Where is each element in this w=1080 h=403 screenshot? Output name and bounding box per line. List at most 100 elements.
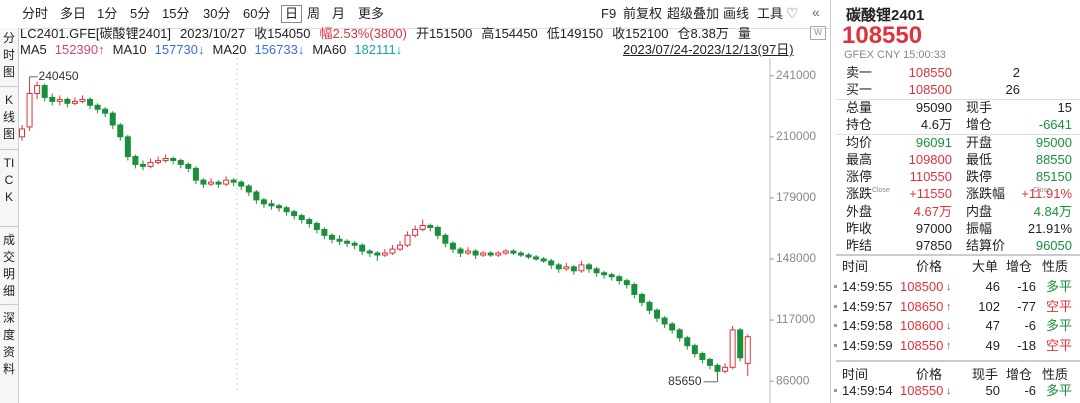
info-field: 低149150: [546, 26, 604, 41]
tool-button[interactable]: F9: [601, 6, 617, 21]
candle-body: [147, 161, 154, 167]
table-header: 增仓: [1006, 367, 1033, 382]
tab-separator: [0, 226, 18, 227]
candle-body: [283, 207, 290, 213]
side-tab[interactable]: TICK: [3, 156, 15, 204]
quote-name: 碳酸锂2401: [846, 7, 925, 24]
candle-body: [155, 159, 162, 163]
trade-type: 多平: [1046, 383, 1073, 398]
tab-separator: [0, 149, 18, 150]
trade-arrow: ↓: [946, 385, 952, 397]
candle-body: [661, 317, 668, 325]
quote-value: 97850: [915, 238, 952, 253]
quote-label: 内盘: [966, 204, 993, 219]
tool-button[interactable]: 前复权: [623, 6, 663, 21]
side-tab[interactable]: 深度资料: [2, 311, 15, 376]
side-tab[interactable]: 分时图: [2, 31, 15, 79]
table-header: 价格: [916, 259, 943, 274]
candle-body: [321, 228, 328, 236]
quote-sub: GFEX CNY 15:00:33: [844, 49, 946, 61]
toolbar: [0, 0, 830, 29]
candle-body: [94, 104, 101, 110]
candle-body: [79, 98, 86, 102]
candle-body: [691, 345, 698, 355]
period-tab[interactable]: 5分: [130, 6, 151, 21]
candle-body: [638, 293, 645, 303]
table-header: 增仓: [1006, 259, 1033, 274]
quote-label: 均价: [846, 135, 873, 150]
candle-body: [313, 223, 320, 230]
quote-volume: 2: [1012, 65, 1020, 80]
period-tab[interactable]: 30分: [203, 6, 231, 21]
tool-button[interactable]: 超级叠加: [667, 6, 720, 21]
quote-value: 4.84万: [1033, 204, 1072, 219]
trade-volume: 47: [985, 318, 1000, 333]
period-tab[interactable]: 多日: [60, 6, 87, 21]
candle-body: [374, 252, 381, 256]
candle-body: [480, 252, 487, 256]
period-tab[interactable]: 周: [307, 6, 321, 21]
quote-value: 109800: [908, 152, 952, 167]
candle-body: [563, 266, 570, 270]
row-marker: [834, 389, 837, 392]
row-marker: [834, 304, 837, 308]
collapse-icon[interactable]: «: [812, 4, 820, 20]
period-tab[interactable]: 月: [332, 6, 346, 21]
candle-body: [366, 250, 373, 254]
trade-time: 14:59:54: [842, 383, 893, 398]
quote-value: 96050: [1035, 238, 1072, 253]
candle-body: [669, 323, 676, 331]
info-field: 幅2.53%(3800): [319, 26, 407, 41]
candle-body: [737, 329, 744, 359]
candle-body: [540, 258, 547, 262]
quote-value: +11.91%: [1021, 186, 1072, 201]
quote-label: 现手: [966, 100, 993, 115]
candle-body: [631, 284, 638, 295]
candle-body: [502, 250, 509, 254]
candle-body: [495, 252, 502, 256]
web-icon[interactable]: W: [810, 26, 826, 40]
table-header: 大单: [972, 259, 999, 274]
candle-body: [397, 244, 403, 250]
trade-type: 多平: [1046, 279, 1073, 294]
period-tab[interactable]: 15分: [162, 6, 190, 21]
period-tab[interactable]: 分时: [22, 6, 49, 21]
period-tab[interactable]: 日: [281, 5, 303, 23]
side-tab[interactable]: 成交明细: [2, 233, 15, 298]
candle-body: [185, 163, 192, 169]
candle-body: [162, 157, 169, 161]
row-marker: [834, 285, 837, 288]
candle-body: [328, 234, 335, 240]
quote-value: 88550: [1035, 152, 1072, 167]
candle-body: [56, 98, 63, 102]
trade-price: 108600: [900, 318, 944, 333]
quote-value: 21.91%: [1027, 221, 1072, 236]
quote-label: 涨跌: [846, 186, 873, 201]
separator: [836, 99, 1080, 100]
candle-body: [109, 112, 116, 126]
settings-icon[interactable]: ♡: [786, 5, 799, 21]
ma-label: MA60: [312, 42, 347, 57]
candle-body: [306, 219, 313, 225]
ma-value: 156733↓: [254, 42, 305, 57]
trade-arrow: ↓: [946, 320, 952, 332]
trade-oi: -6: [1024, 318, 1036, 333]
period-tab[interactable]: 60分: [243, 6, 271, 21]
quote-label: 买一: [846, 82, 873, 97]
candle-body: [472, 250, 479, 256]
tab-separator: [0, 86, 18, 87]
tool-button[interactable]: 工具: [757, 6, 784, 21]
quote-label: 涨停: [846, 169, 873, 184]
candle-body: [49, 96, 56, 102]
period-tab[interactable]: 1分: [97, 6, 118, 21]
y-tick-label: 148000: [776, 251, 816, 265]
quote-value: 95090: [915, 100, 952, 115]
candle-body: [714, 364, 721, 372]
candle-body: [427, 224, 434, 228]
side-tab[interactable]: K线图: [2, 93, 15, 141]
quote-label: 外盘: [846, 204, 873, 219]
date-range[interactable]: 2023/07/24-2023/12/13(97日): [623, 42, 794, 57]
period-tab[interactable]: 更多: [358, 6, 385, 21]
tool-button[interactable]: 画线: [723, 6, 750, 21]
quote-value: 108500: [908, 82, 952, 97]
